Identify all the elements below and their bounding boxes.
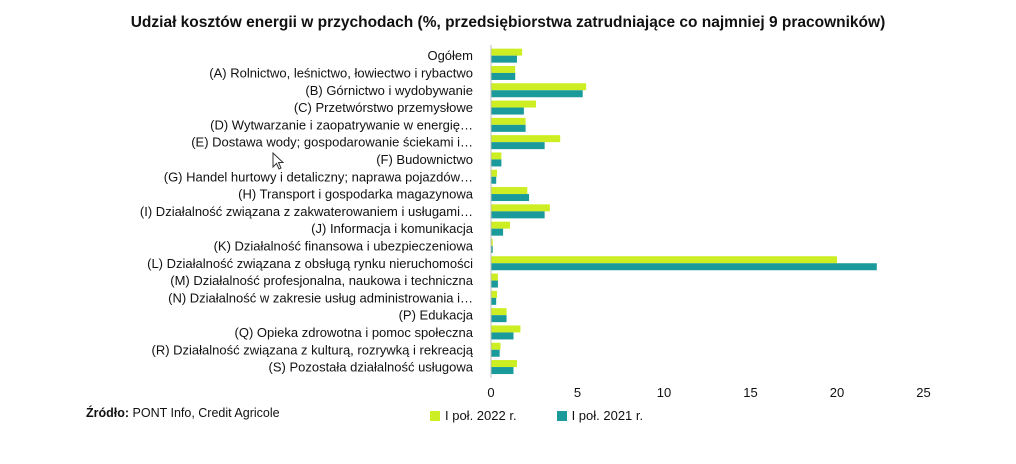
category-label: (I) Działalność związana z zakwaterowani…: [140, 204, 473, 219]
legend-label-2021: I poł. 2021 r.: [571, 408, 644, 423]
category-label: (F) Budownictwo: [376, 152, 473, 167]
source-note: Źródło: PONT Info, Credit Agricole: [86, 406, 280, 420]
bar-2021: [491, 228, 504, 236]
bar-2021: [491, 280, 498, 288]
category-label: (E) Dostawa wody; gospodarowanie ściekam…: [191, 135, 473, 150]
bar-2022: [491, 65, 516, 73]
bar-2021: [491, 263, 877, 271]
bar-2022: [491, 342, 501, 350]
bar-2021: [491, 315, 507, 323]
legend-item-2022: I poł. 2022 r.: [430, 408, 517, 423]
category-label: (B) Górnictwo i wydobywanie: [305, 83, 473, 98]
bar-2021: [491, 142, 545, 150]
category-label: (K) Działalność finansowa i ubezpieczeni…: [214, 238, 474, 253]
bar-2022: [491, 238, 493, 246]
category-label: (M) Działalność profesjonalna, naukowa i…: [170, 273, 474, 288]
x-tick-label: 5: [574, 385, 581, 400]
category-label: (P) Edukacja: [399, 308, 474, 323]
bar-2022: [491, 135, 561, 143]
category-label: (G) Handel hurtowy i detaliczny; naprawa…: [164, 169, 473, 184]
bar-2021: [491, 176, 497, 184]
bar-2022: [491, 360, 517, 368]
x-tick-label: 10: [657, 385, 671, 400]
bar-2021: [491, 159, 502, 167]
bar-2021: [491, 297, 497, 305]
bar-2022: [491, 169, 498, 177]
bar-2022: [491, 290, 498, 298]
legend-label-2022: I poł. 2022 r.: [445, 408, 517, 423]
bar-2021: [491, 72, 516, 80]
bar-2021: [491, 367, 514, 375]
x-tick-label: 25: [916, 385, 930, 400]
bar-2021: [491, 332, 514, 340]
category-label: (C) Przetwórstwo przemysłowe: [294, 100, 473, 115]
x-tick-label: 0: [487, 385, 494, 400]
category-labels: Ogółem (A) Rolnictwo, leśnictwo, łowiectw…: [140, 48, 474, 374]
category-label: (H) Transport i gospodarka magazynowa: [238, 187, 474, 202]
bar-2022: [491, 48, 523, 56]
bar-2022: [491, 325, 521, 333]
bar-2021: [491, 245, 493, 253]
bar-2021: [491, 55, 517, 63]
category-label: (R) Działalność związana z kulturą, rozr…: [152, 342, 474, 357]
mouse-cursor-icon: [272, 152, 285, 170]
category-label: (D) Wytwarzanie i zaopatrywanie w energi…: [210, 117, 473, 132]
bar-2021: [491, 107, 524, 115]
bar-chart: Ogółem (A) Rolnictwo, leśnictwo, łowiectw…: [140, 45, 931, 400]
source-label: Źródło:: [86, 406, 130, 420]
bar-2022: [491, 83, 587, 91]
bar-2021: [491, 90, 583, 98]
x-tick-labels: 0 5 10 15 20 25: [487, 385, 930, 400]
category-label: (J) Informacja i komunikacja: [311, 221, 474, 236]
source-text: PONT Info, Credit Agricole: [129, 406, 280, 420]
category-label: (S) Pozostała działalność usługowa: [269, 360, 474, 375]
bar-2021: [491, 194, 530, 202]
bar-2022: [491, 221, 511, 229]
bar-2022: [491, 256, 837, 264]
bar-2022: [491, 152, 502, 160]
category-label: (Q) Opieka zdrowotna i pomoc społeczna: [235, 325, 474, 340]
bar-2021: [491, 124, 526, 132]
bar-2022: [491, 308, 507, 316]
category-label: (L) Działalność związana z obsługą rynku…: [147, 256, 473, 271]
bar-2022: [491, 273, 498, 281]
bar-2021: [491, 349, 500, 357]
bar-2022: [491, 117, 526, 125]
legend: I poł. 2022 r. I poł. 2021 r.: [430, 408, 643, 423]
bar-2022: [491, 204, 550, 212]
bars: [491, 48, 877, 375]
bar-2022: [491, 187, 528, 195]
legend-item-2021: I poł. 2021 r.: [556, 408, 644, 423]
bar-2021: [491, 211, 545, 219]
category-label: (N) Działalność w zakresie usług adminis…: [168, 290, 473, 305]
category-label: (A) Rolnictwo, leśnictwo, łowiectwo i ry…: [209, 65, 473, 80]
x-tick-label: 15: [743, 385, 757, 400]
chart-title: Udział kosztów energii w przychodach (%,…: [130, 14, 886, 31]
x-tick-label: 20: [830, 385, 844, 400]
legend-swatch-2022: [430, 410, 440, 421]
category-label: Ogółem: [427, 48, 473, 63]
bar-2022: [491, 100, 536, 108]
legend-swatch-2021: [556, 410, 567, 421]
